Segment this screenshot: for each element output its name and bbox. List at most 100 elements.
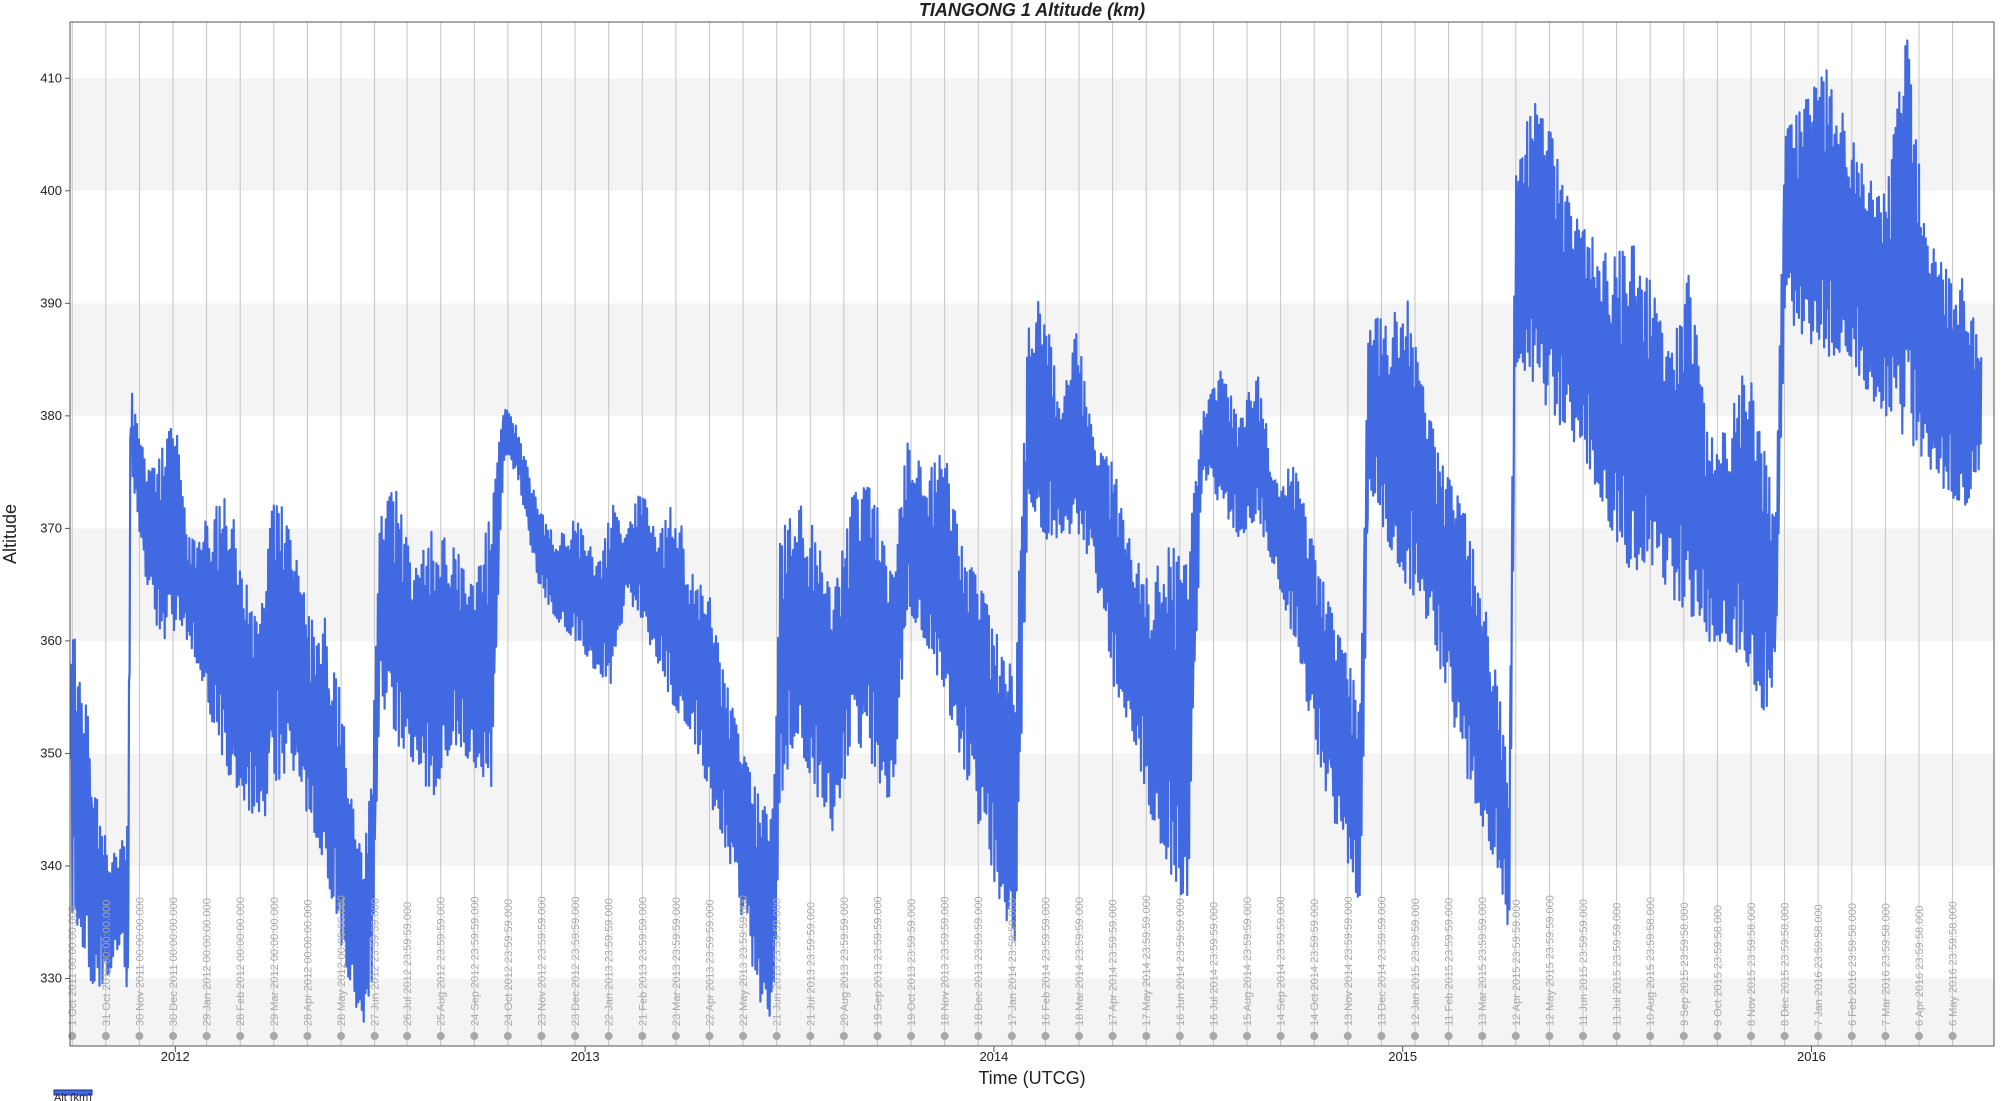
- x-axis: 2012 2013 2014 2015 2016: [161, 1046, 1826, 1064]
- date-marker-dot: [1108, 1032, 1117, 1040]
- date-marker-dot: [1713, 1032, 1722, 1040]
- grid-band: [70, 978, 1994, 1046]
- y-tick-label: 330: [40, 970, 62, 985]
- date-marker-dot: [873, 1032, 882, 1040]
- date-marker-dot: [1310, 1032, 1319, 1040]
- date-marker-label: 28 Apr 2012 00:00:00.000: [302, 899, 314, 1026]
- date-marker-label: 20 Aug 2013 23:59:59.000: [839, 897, 851, 1026]
- y-tick-label: 370: [40, 520, 62, 535]
- date-marker-dot: [1411, 1032, 1420, 1040]
- legend-swatch-alt-km: [53, 1089, 93, 1096]
- date-marker-label: 24 Sep 2012 23:59:59.000: [469, 896, 481, 1026]
- date-marker-dot: [1243, 1032, 1252, 1040]
- date-marker-label: 6 Apr 2016 23:59:58.000: [1914, 906, 1926, 1027]
- date-marker-dot: [1478, 1032, 1487, 1040]
- date-marker-label: 23 Mar 2013 23:59:59.000: [671, 897, 683, 1026]
- date-marker-dot: [1511, 1032, 1520, 1040]
- x-tick-label: 2014: [979, 1049, 1008, 1064]
- x-tick-label: 2016: [1797, 1049, 1826, 1064]
- date-marker-label: 14 Oct 2014 23:59:59.000: [1309, 899, 1321, 1026]
- date-marker-dot: [1041, 1032, 1050, 1040]
- date-marker-label: 22 Jan 2013 23:59:59.000: [604, 898, 616, 1026]
- date-marker-label: 23 Nov 2012 23:59:59.000: [536, 896, 548, 1026]
- date-marker-dot: [1444, 1032, 1453, 1040]
- date-marker-dot: [1814, 1032, 1823, 1040]
- date-marker-dot: [236, 1032, 245, 1040]
- y-tick-label: 380: [40, 408, 62, 423]
- y-tick-label: 410: [40, 70, 62, 85]
- date-marker-dot: [974, 1032, 983, 1040]
- date-marker-label: 19 Oct 2013 23:59:59.000: [906, 899, 918, 1026]
- date-marker-label: 7 Mar 2016 23:59:58.000: [1880, 903, 1892, 1026]
- date-marker-dot: [1343, 1032, 1352, 1040]
- date-marker-dot: [940, 1032, 949, 1040]
- date-marker-label: 28 May 2012 00:00:00.000: [336, 895, 348, 1026]
- date-marker-dot: [604, 1032, 613, 1040]
- date-marker-label: 17 May 2014 23:59:59.000: [1141, 895, 1153, 1026]
- y-tick-label: 340: [40, 858, 62, 873]
- grid-band: [70, 753, 1994, 866]
- date-marker-label: 8 Nov 2015 23:59:58.000: [1746, 902, 1758, 1026]
- date-marker-label: 30 Dec 2011 00:00:00.000: [168, 897, 180, 1026]
- grid-band: [70, 78, 1994, 191]
- date-marker-dot: [436, 1032, 445, 1040]
- date-marker-label: 17 Apr 2014 23:59:59.000: [1108, 899, 1120, 1026]
- date-marker-label: 7 Jan 2016 23:59:58.000: [1813, 904, 1825, 1026]
- date-marker-dot: [907, 1032, 916, 1040]
- plot-frame: [69, 21, 1995, 1047]
- chart-title: TIANGONG 1 Altitude (km): [919, 0, 1145, 20]
- date-marker-dot: [470, 1032, 479, 1040]
- date-marker-label: 22 Apr 2013 23:59:59.000: [704, 899, 716, 1026]
- date-marker-label: 13 Dec 2014 23:59:59.000: [1376, 896, 1388, 1026]
- date-marker-dot: [1679, 1032, 1688, 1040]
- date-marker-label: 1 Oct 2011 00:00:00.000: [67, 906, 79, 1026]
- date-marker-label: 12 May 2015 23:59:59.000: [1544, 895, 1556, 1026]
- date-marker-dot: [739, 1032, 748, 1040]
- date-marker-dot: [671, 1032, 680, 1040]
- y-axis: 330 340 350 360 370 380 390 400 410: [40, 70, 70, 985]
- x-tick-label: 2013: [571, 1049, 600, 1064]
- date-marker-dot: [337, 1032, 346, 1040]
- date-marker-dot: [537, 1032, 546, 1040]
- date-marker-dot: [638, 1032, 647, 1040]
- date-marker-label: 11 Feb 2015 23:59:59.000: [1444, 898, 1456, 1026]
- date-marker-label: 18 Mar 2014 23:59:59.000: [1074, 897, 1086, 1026]
- date-marker-label: 18 Dec 2013 23:59:59.000: [973, 896, 985, 1026]
- date-marker-label: 19 Sep 2013 23:59:59.000: [872, 896, 884, 1026]
- date-marker-dot: [403, 1032, 412, 1040]
- x-tick-label: 2015: [1388, 1049, 1417, 1064]
- date-marker-dot: [169, 1032, 178, 1040]
- date-marker-label: 31 Oct 2011 00:00:00.000: [101, 900, 113, 1026]
- date-marker-dot: [1175, 1032, 1184, 1040]
- y-tick-label: 390: [40, 295, 62, 310]
- date-marker-label: 27 Jun 2012 23:59:59.000: [370, 898, 382, 1026]
- y-tick-label: 350: [40, 745, 62, 760]
- date-marker-dot: [705, 1032, 714, 1040]
- date-marker-dot: [1276, 1032, 1285, 1040]
- date-marker-label: 29 Mar 2012 00:00:00.000: [269, 897, 281, 1026]
- y-tick-label: 360: [40, 633, 62, 648]
- date-marker-dot: [68, 1032, 77, 1040]
- date-marker-dot: [1377, 1032, 1386, 1040]
- date-marker-dot: [1545, 1032, 1554, 1040]
- legend: Alt (km): [53, 1089, 93, 1101]
- date-marker-label: 9 Oct 2015 23:59:58.000: [1712, 905, 1724, 1026]
- date-marker-label: 8 Dec 2015 23:59:58.000: [1780, 902, 1792, 1026]
- date-marker-label: 28 Feb 2012 00:00:00.000: [235, 897, 247, 1026]
- date-marker-dot: [1075, 1032, 1084, 1040]
- date-marker-labels: 1 Oct 2011 00:00:00.000 31 Oct 2011 00:00…: [67, 895, 1960, 1040]
- date-marker-label: 25 Aug 2012 23:59:59.000: [436, 897, 448, 1026]
- date-marker-dot: [135, 1032, 144, 1040]
- date-marker-dot: [1209, 1032, 1218, 1040]
- date-marker-dot: [1746, 1032, 1755, 1040]
- date-marker-dot: [806, 1032, 815, 1040]
- date-marker-dot: [571, 1032, 580, 1040]
- date-marker-label: 11 Jun 2015 23:59:59.000: [1578, 899, 1590, 1026]
- date-marker-label: 17 Jan 2014 23:59:59.000: [1007, 898, 1019, 1026]
- date-marker-label: 11 Jul 2015 23:59:59.000: [1612, 903, 1624, 1026]
- date-marker-label: 16 Jul 2014 23:59:59.000: [1208, 902, 1220, 1026]
- date-marker-dot: [202, 1032, 211, 1040]
- date-marker-label: 18 Nov 2013 23:59:59.000: [940, 896, 952, 1026]
- x-axis-title: Time (UTCG): [978, 1068, 1085, 1088]
- date-marker-dot: [1914, 1032, 1923, 1040]
